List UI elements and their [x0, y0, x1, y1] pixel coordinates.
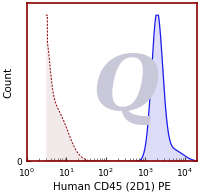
Y-axis label: Count: Count [3, 67, 13, 98]
Text: Q: Q [92, 52, 159, 126]
X-axis label: Human CD45 (2D1) PE: Human CD45 (2D1) PE [53, 182, 171, 191]
